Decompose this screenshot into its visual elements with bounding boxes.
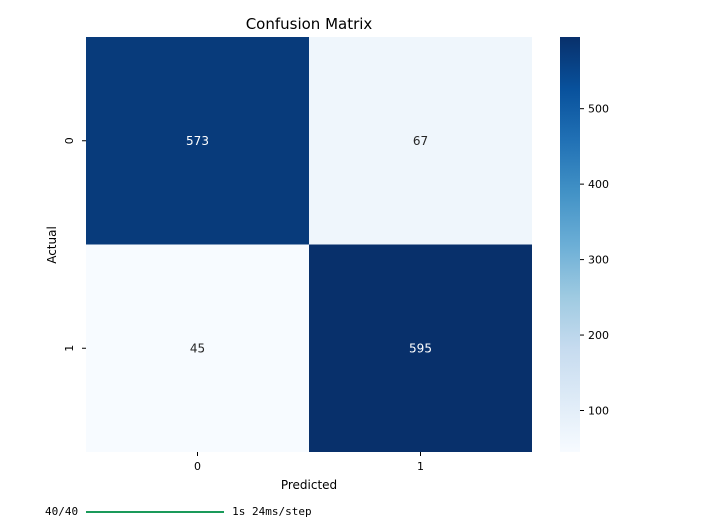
progress-timing: 1s 24ms/step (232, 505, 312, 518)
y-axis-label: Actual (45, 226, 59, 264)
y-tick-label: 1 (63, 345, 76, 352)
heatmap-cell (86, 244, 309, 452)
progress-bar-fill (86, 510, 225, 513)
heatmap-cell (309, 37, 532, 245)
confusion-matrix-chart: Confusion Matrix 573 67 45 595 0 1 0 1 Predict… (45, 15, 609, 492)
cell-value-label: 595 (409, 341, 432, 355)
colorbar-tick-label: 200 (588, 329, 609, 342)
progress-status: 40/40 1s 24ms/step (45, 505, 312, 518)
chart-title: Confusion Matrix (246, 15, 373, 33)
x-tick-label: 1 (417, 460, 424, 473)
colorbar-tick-label: 500 (588, 103, 609, 116)
heatmap-cell (309, 244, 532, 452)
y-tick-label: 0 (63, 137, 76, 144)
x-axis-label: Predicted (281, 478, 337, 492)
colorbar-tick-label: 300 (588, 254, 609, 267)
x-tick-label: 0 (194, 460, 201, 473)
cell-value-label: 67 (413, 134, 428, 148)
colorbar-tick-label: 100 (588, 405, 609, 418)
colorbar-tick-label: 400 (588, 178, 609, 191)
heatmap-cell (86, 37, 309, 245)
progress-bar (86, 510, 225, 513)
cell-value-label: 573 (186, 134, 209, 148)
cell-value-label: 45 (190, 341, 205, 355)
progress-counter: 40/40 (45, 505, 79, 518)
colorbar (560, 37, 580, 452)
